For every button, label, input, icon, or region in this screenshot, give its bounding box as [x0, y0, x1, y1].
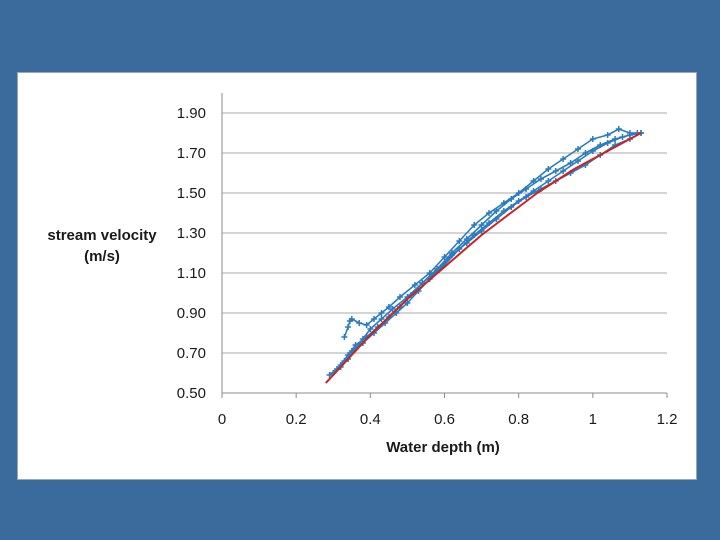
data-point — [567, 160, 574, 166]
x-tick-label: 1 — [589, 411, 597, 428]
data-point — [508, 204, 515, 210]
data-point — [493, 208, 500, 214]
data-point — [397, 294, 403, 300]
data-point — [348, 316, 355, 322]
data-point — [560, 168, 567, 174]
data-point — [448, 252, 455, 258]
y-tick-label: 1.50 — [177, 185, 206, 202]
data-point — [367, 326, 374, 332]
data-point — [463, 240, 470, 246]
data-point — [597, 142, 604, 148]
data-point — [515, 190, 522, 196]
data-point — [371, 316, 378, 322]
gridlines — [222, 112, 667, 394]
y-tick-label: 0.90 — [177, 305, 206, 322]
data-point — [575, 158, 581, 164]
data-point — [411, 282, 418, 288]
x-axis-title: Water depth (m) — [386, 439, 500, 456]
x-tick-label: 0 — [218, 411, 226, 428]
x-tick-label: 1.2 — [657, 411, 678, 428]
series — [325, 126, 645, 384]
data-point — [582, 150, 589, 156]
series-line — [329, 132, 638, 376]
data-point — [363, 322, 370, 328]
axes — [221, 93, 668, 398]
data-point — [545, 166, 552, 172]
data-point — [345, 324, 352, 330]
x-tick-label: 0.6 — [434, 411, 455, 428]
data-point — [378, 316, 385, 322]
data-point — [441, 254, 448, 260]
series-2 — [341, 126, 645, 340]
chart: 0.50 0.70 0.90 1.10 1.30 1.50 1.70 1.90 0 0.2 0.4 0… — [47, 93, 678, 456]
data-point — [378, 310, 385, 316]
data-point — [523, 194, 530, 200]
data-point — [575, 146, 581, 152]
data-point — [615, 126, 622, 132]
x-tick-label: 0.4 — [360, 411, 381, 428]
data-point — [341, 334, 348, 340]
data-point — [359, 336, 366, 342]
y-tick-label: 0.50 — [177, 385, 206, 402]
series-line — [340, 138, 631, 368]
y-axis-title-line-2: (m/s) — [84, 248, 120, 265]
data-point — [604, 132, 611, 138]
data-point — [478, 228, 485, 234]
data-point — [626, 130, 633, 136]
data-point — [471, 222, 478, 228]
data-point — [385, 304, 392, 310]
y-tick-label: 1.10 — [177, 265, 206, 282]
data-point — [493, 216, 500, 222]
data-point — [537, 176, 544, 182]
data-point — [545, 178, 552, 184]
data-point — [356, 320, 363, 326]
data-point — [612, 136, 619, 142]
data-point — [404, 300, 411, 306]
data-point — [500, 200, 507, 206]
data-point — [530, 178, 537, 184]
series-1 — [330, 130, 645, 376]
data-point — [486, 210, 492, 216]
data-point — [589, 136, 596, 142]
y-tick-label: 0.70 — [177, 345, 206, 362]
x-tick-label: 0.8 — [508, 411, 529, 428]
series-4 — [325, 132, 642, 384]
x-tick-label: 0.2 — [286, 411, 307, 428]
data-point — [552, 168, 559, 174]
data-point — [426, 270, 433, 276]
data-point — [456, 238, 463, 244]
chart-panel: 0.50 0.70 0.90 1.10 1.30 1.50 1.70 1.90 0 0.2 0.4 0… — [17, 72, 697, 480]
y-tick-label: 1.90 — [177, 105, 206, 122]
y-tick-label: 1.30 — [177, 225, 206, 242]
series-3 — [337, 136, 633, 370]
data-point — [478, 222, 485, 228]
data-point — [326, 372, 333, 378]
data-point — [389, 306, 396, 312]
y-tick-label: 1.70 — [177, 145, 206, 162]
y-axis-title-line-1: stream velocity — [47, 227, 157, 244]
series-0 — [326, 130, 641, 378]
data-point — [560, 156, 567, 162]
series-line — [332, 132, 642, 374]
series-line — [325, 132, 642, 384]
tick-labels: 0.50 0.70 0.90 1.10 1.30 1.50 1.70 1.90 0 0.2 0.4 0… — [177, 105, 678, 428]
